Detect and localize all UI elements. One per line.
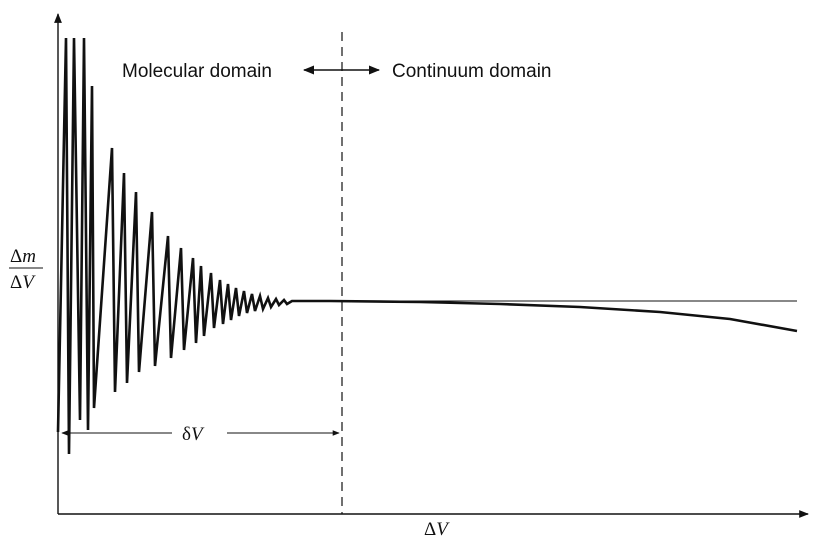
continuum-domain-label: Continuum domain: [392, 61, 551, 82]
delta-v-label: δV: [182, 424, 205, 445]
y-axis-numerator: Δm: [10, 246, 36, 267]
molecular-domain-label: Molecular domain: [122, 61, 272, 82]
y-axis-denominator: ΔV: [10, 272, 36, 293]
axes: [54, 13, 809, 518]
x-axis-label: ΔV: [424, 519, 450, 540]
y-axis-label: Δm ΔV: [9, 246, 43, 293]
density-curve: [56, 37, 798, 455]
